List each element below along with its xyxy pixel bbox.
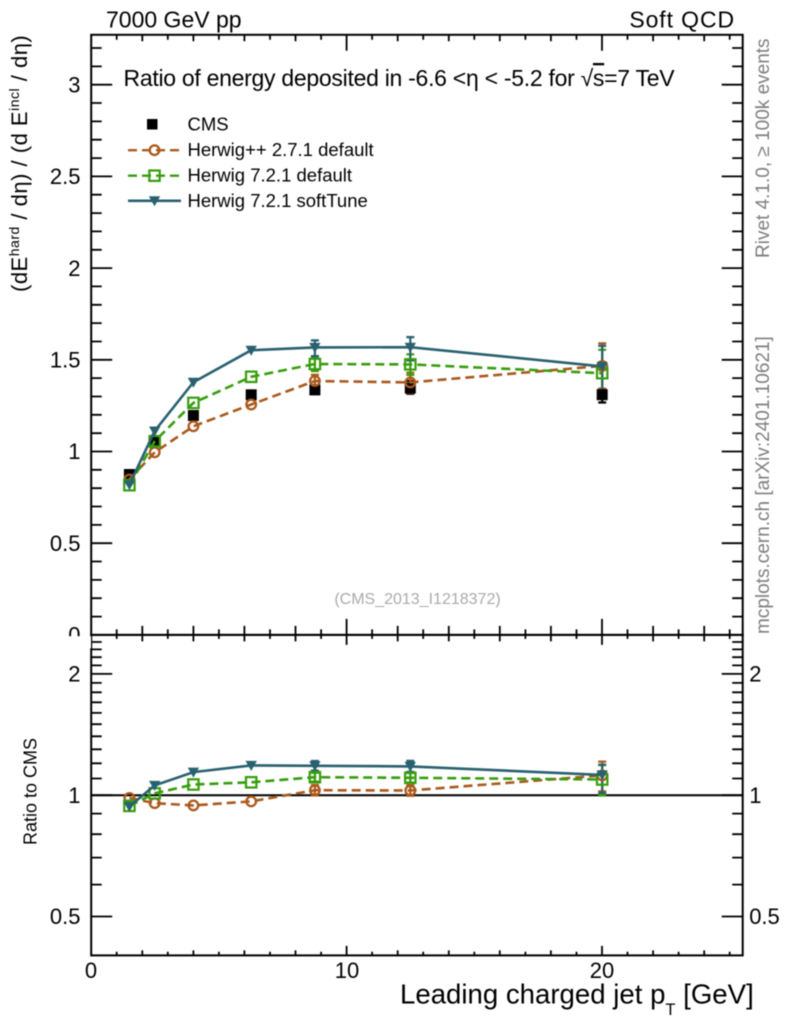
svg-text:1.5: 1.5 — [50, 348, 81, 373]
svg-text:Rivet 4.1.0, ≥ 100k events: Rivet 4.1.0, ≥ 100k events — [753, 38, 774, 258]
svg-text:7000 GeV pp: 7000 GeV pp — [106, 7, 242, 33]
svg-text:Ratio to CMS: Ratio to CMS — [21, 738, 41, 845]
svg-text:20: 20 — [590, 958, 614, 983]
svg-text:0.5: 0.5 — [50, 904, 81, 929]
svg-text:2: 2 — [68, 662, 80, 687]
svg-text:2: 2 — [749, 662, 761, 687]
svg-text:Herwig 7.2.1 softTune: Herwig 7.2.1 softTune — [188, 190, 368, 211]
svg-text:(CMS_2013_I1218372): (CMS_2013_I1218372) — [334, 591, 500, 608]
svg-text:1: 1 — [749, 783, 761, 808]
svg-text:Herwig++ 2.7.1 default: Herwig++ 2.7.1 default — [188, 139, 374, 160]
svg-text:Herwig 7.2.1 default: Herwig 7.2.1 default — [188, 165, 353, 186]
svg-text:1: 1 — [68, 439, 80, 464]
svg-text:0.5: 0.5 — [749, 904, 780, 929]
svg-text:0.5: 0.5 — [50, 531, 81, 556]
svg-text:1: 1 — [68, 783, 80, 808]
svg-text:(dEhard / dη) / (d Eincl / dη): (dEhard / dη) / (d Eincl / dη) — [6, 35, 32, 292]
svg-text:mcplots.cern.ch [arXiv:2401.10: mcplots.cern.ch [arXiv:2401.10621] — [753, 336, 774, 634]
svg-text:Leading charged jet pT [GeV]: Leading charged jet pT [GeV] — [400, 979, 754, 1020]
svg-text:0: 0 — [85, 958, 97, 983]
svg-text:3: 3 — [68, 72, 80, 97]
svg-text:2.5: 2.5 — [50, 164, 81, 189]
svg-text:Ratio of energy deposited in -: Ratio of energy deposited in -6.6 <η < -… — [124, 65, 676, 91]
svg-text:2: 2 — [68, 256, 80, 281]
svg-text:CMS: CMS — [188, 113, 229, 134]
svg-text:Soft QCD: Soft QCD — [629, 7, 735, 33]
svg-text:10: 10 — [335, 958, 359, 983]
